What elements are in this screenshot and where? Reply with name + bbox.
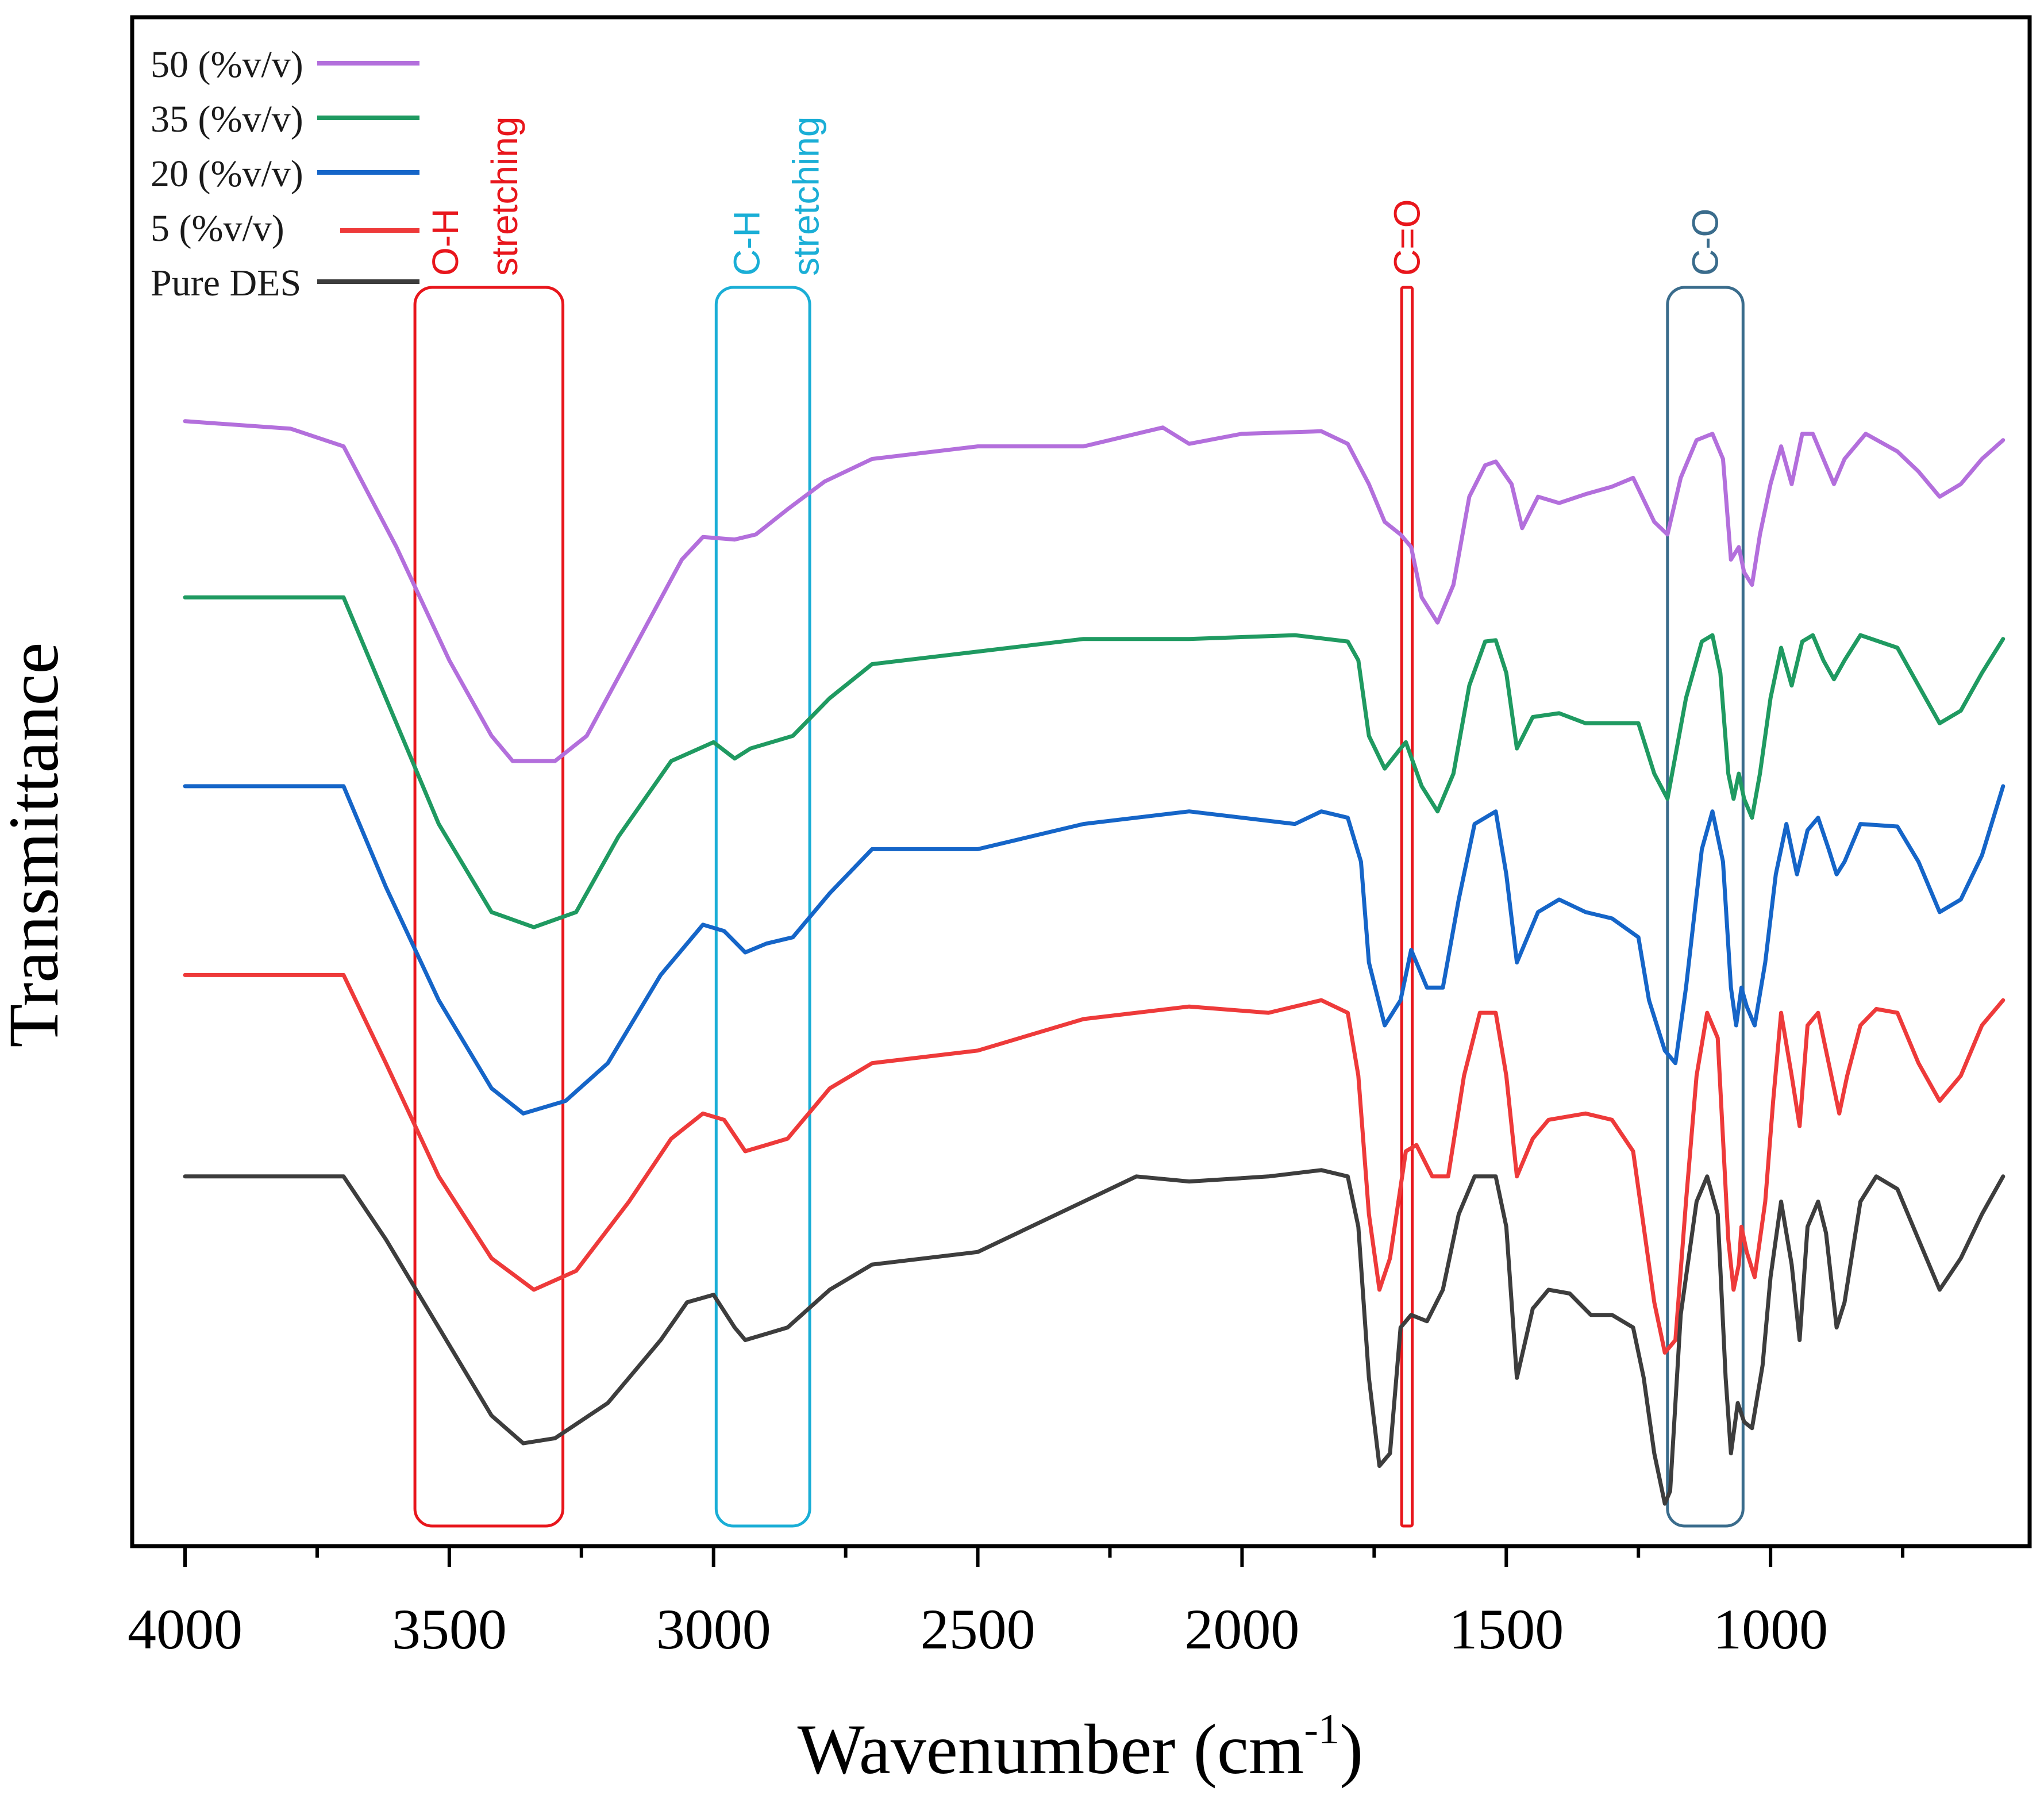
legend-label-4: Pure DES (151, 262, 301, 304)
x-tick-label: 2000 (1184, 1597, 1299, 1661)
series-line-3 (183, 973, 2005, 1355)
annotation-box-0 (413, 286, 565, 1528)
annotation-label-2: C=O (1386, 199, 1427, 276)
x-tick-label: 1000 (1713, 1597, 1828, 1661)
x-axis-label-superscript: -1 (1304, 1706, 1339, 1753)
annotation-label-0: O-H (425, 209, 466, 276)
legend: 50 (%v/v) 35 (%v/v) 20 (%v/v) 5 (%v/v) Pure … (151, 44, 419, 304)
x-axis-label-close: ) (1339, 1710, 1363, 1789)
annotation-label-3: C-O (1685, 209, 1726, 276)
x-tick-label: 4000 (128, 1597, 242, 1661)
series-line-1 (183, 595, 2005, 929)
series-line-2 (183, 784, 2005, 1116)
annotation-box-2 (1400, 286, 1414, 1528)
annotation-label-1: C-H (726, 210, 767, 276)
x-tick-label: 1500 (1449, 1597, 1564, 1661)
series-layer (183, 419, 2005, 1506)
legend-label-0: 50 (%v/v) (151, 44, 303, 86)
x-axis: 4000 3500 3000 2500 2000 1500 1000 (128, 1546, 1905, 1661)
x-tick-label: 3000 (656, 1597, 771, 1661)
legend-label-3: 5 (%v/v) (151, 207, 284, 249)
legend-label-1: 35 (%v/v) (151, 98, 303, 140)
x-tick-label: 3500 (392, 1597, 507, 1661)
x-tick-label: 2500 (921, 1597, 1036, 1661)
annotation-label-line2-0: stretching (484, 117, 525, 276)
annotation-box-3 (1666, 286, 1745, 1528)
plot-frame (130, 15, 2032, 1548)
series-line-0 (183, 419, 2005, 763)
y-axis-label: Transmittance (0, 643, 73, 1048)
x-axis-label: Wavenumber (cm-1) (798, 1706, 1364, 1789)
series-line-4 (183, 1168, 2005, 1506)
annotation-layer: O-H stretching C-H stretching C=O C-O (413, 117, 1745, 1528)
annotation-label-line2-1: stretching (785, 117, 826, 276)
annotation-box-1 (714, 286, 811, 1528)
legend-label-2: 20 (%v/v) (151, 153, 303, 195)
x-axis-label-main: Wavenumber (cm (798, 1710, 1304, 1789)
